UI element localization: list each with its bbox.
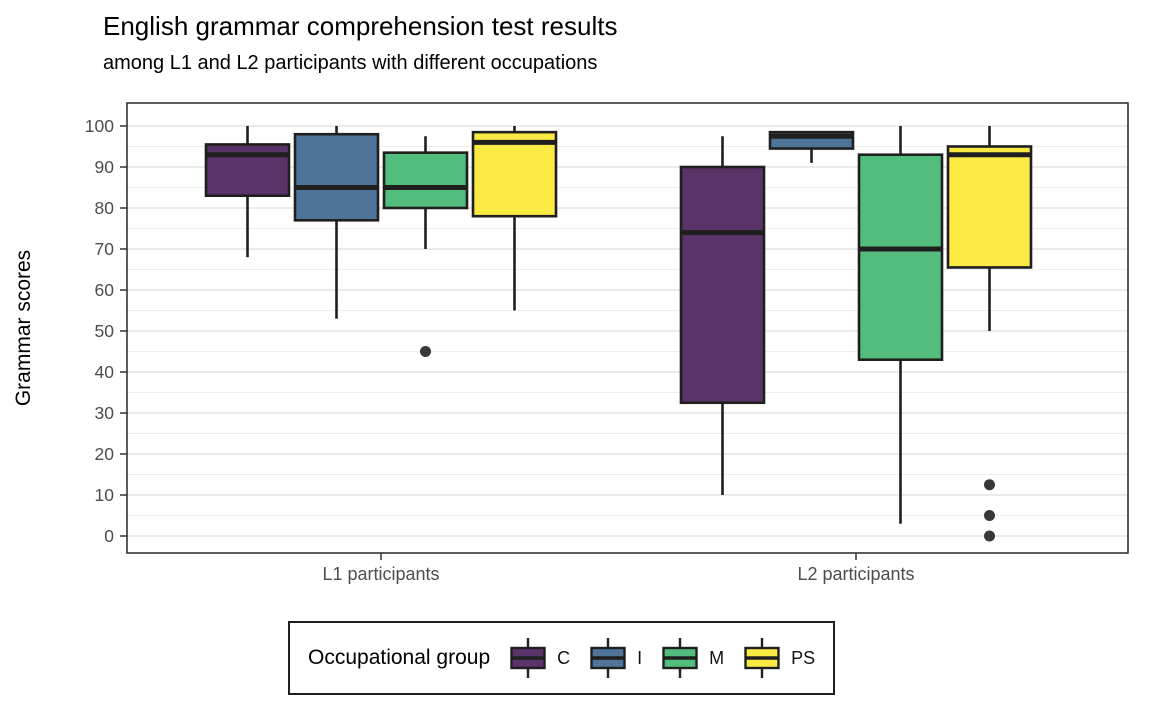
box-M-1-iqr	[382, 151, 469, 210]
box-PS-1-iqr	[471, 130, 558, 218]
legend-item-C: C	[508, 635, 570, 681]
box-M-2-iqr	[857, 153, 944, 361]
box-PS-2-outlier-point	[984, 510, 995, 521]
box-C-2-iqr	[679, 165, 766, 405]
chart-subtitle: among L1 and L2 participants with differ…	[103, 52, 598, 74]
legend-key-boxplot-icon	[662, 638, 698, 678]
legend: Occupational group C I M PS	[288, 621, 836, 695]
y-axis-title: Grammar scores	[12, 250, 35, 406]
y-tick-label: 90	[95, 157, 115, 177]
panel-border	[126, 102, 1129, 554]
y-tick-label: 40	[95, 362, 115, 382]
x-tick-label: L1 participants	[322, 564, 439, 584]
y-tick-label: 80	[95, 198, 115, 218]
legend-item-M: M	[660, 635, 724, 681]
chart-title: English grammar comprehension test resul…	[103, 11, 618, 41]
y-tick-label: 10	[95, 485, 115, 505]
x-tick-label: L2 participants	[797, 564, 914, 584]
y-tick-label: 20	[95, 444, 115, 464]
plot-area: 0 10 20 30 40 50 60 70 80 90 100 L1 participants L2 …	[12, 102, 1129, 584]
box-PS-2-iqr	[946, 145, 1033, 269]
y-tick-label: 60	[95, 280, 115, 300]
box-M-1-outlier-point	[420, 346, 431, 357]
y-tick-label: 50	[95, 321, 115, 341]
box-PS-2-outlier-point	[984, 479, 995, 491]
y-tick-label: 70	[95, 239, 115, 259]
box-C-1-iqr	[204, 143, 291, 197]
y-tick-label: 0	[104, 526, 114, 546]
legend-key-label: C	[557, 647, 571, 668]
box-PS-2-outlier-point	[984, 530, 995, 542]
legend-key-label: I	[637, 647, 643, 668]
legend-title: Occupational group	[308, 646, 491, 669]
legend-key-boxplot-icon	[744, 638, 780, 678]
legend-key-boxplot-icon	[510, 638, 546, 678]
y-tick-label: 100	[85, 116, 114, 136]
legend-item-I: I	[588, 635, 642, 681]
legend-key-label: M	[709, 647, 725, 668]
legend-key-boxplot-icon	[590, 638, 626, 678]
legend-items: C I M PS	[508, 635, 815, 681]
legend-key-label: PS	[791, 647, 816, 668]
y-tick-label: 30	[95, 403, 115, 423]
box-I-1-iqr	[293, 132, 380, 222]
legend-item-PS: PS	[742, 635, 815, 681]
